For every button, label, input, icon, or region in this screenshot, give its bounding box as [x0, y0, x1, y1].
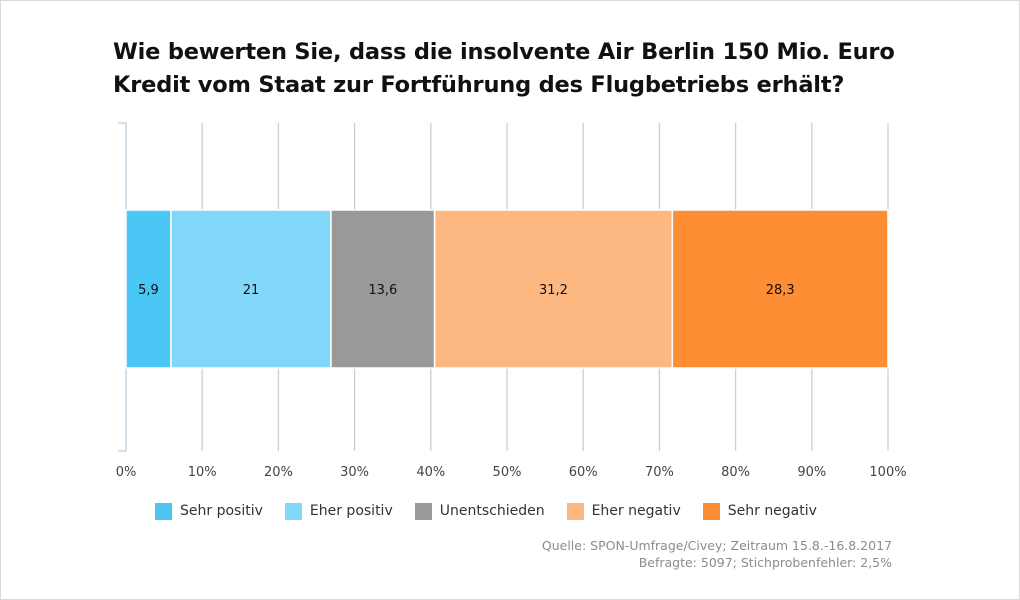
y-axis-line: [118, 122, 127, 452]
data-label: 5,9: [138, 283, 159, 298]
legend-label: Eher positiv: [309, 503, 393, 519]
x-tick-label: 30%: [340, 465, 369, 480]
source-note: Quelle: SPON-Umfrage/Civey; Zeitraum 15.…: [542, 537, 892, 571]
x-tick-label: 40%: [416, 465, 445, 480]
source-line-2: Befragte: 5097; Stichprobenfehler: 2,5%: [638, 555, 892, 570]
legend-label: Eher negativ: [591, 503, 681, 519]
legend-label: Sehr positiv: [180, 503, 263, 519]
data-label: 31,2: [539, 283, 568, 298]
title-line-2: Kredit vom Staat zur Fortführung des Flu…: [113, 72, 845, 98]
x-tick-label: 50%: [493, 465, 522, 480]
legend-swatch: [414, 502, 432, 520]
bar-segments: [125, 209, 889, 369]
legend-label: Unentschieden: [439, 503, 545, 519]
legend-swatch: [702, 502, 720, 520]
x-tick-label: 100%: [869, 465, 906, 480]
data-label: 13,6: [368, 283, 397, 298]
legend-item: Eher negativ: [566, 502, 681, 520]
data-label: 21: [243, 283, 260, 298]
x-tick-label: 20%: [264, 465, 293, 480]
x-tick-label: 80%: [721, 465, 750, 480]
legend-item: Sehr positiv: [155, 502, 263, 520]
legend-item: Sehr negativ: [702, 502, 817, 520]
x-tick-labels: 0% 10% 20% 30% 40% 50% 60% 70% 80% 90% 100%: [116, 465, 907, 480]
chart-title: Wie bewerten Sie, dass die insolvente Ai…: [113, 36, 993, 102]
x-tick-label: 10%: [188, 465, 217, 480]
legend-item: Eher positiv: [284, 502, 393, 520]
legend-swatch: [284, 502, 302, 520]
legend-swatch: [155, 502, 172, 520]
data-label: 28,3: [766, 283, 795, 298]
legend-item: Unentschieden: [414, 502, 545, 520]
bar-segment: [170, 209, 332, 369]
x-tick-label: 90%: [797, 465, 826, 480]
title-line-1: Wie bewerten Sie, dass die insolvente Ai…: [113, 39, 895, 65]
legend-label: Sehr negativ: [727, 503, 817, 519]
x-tick-label: 70%: [645, 465, 674, 480]
data-labels: 5,9 21 13,6 31,2 28,3: [138, 283, 795, 298]
legend-swatch: [566, 502, 584, 520]
bar-segment: [433, 209, 674, 369]
bar-segment: [671, 209, 889, 369]
legend: Sehr positiv Eher positiv Unentschieden Ehe…: [155, 500, 839, 522]
x-tick-label: 60%: [569, 465, 598, 480]
source-line-1: Quelle: SPON-Umfrage/Civey; Zeitraum 15.…: [541, 538, 892, 553]
x-tick-label: 0%: [116, 465, 137, 480]
y-axis-bracket: [118, 122, 127, 452]
